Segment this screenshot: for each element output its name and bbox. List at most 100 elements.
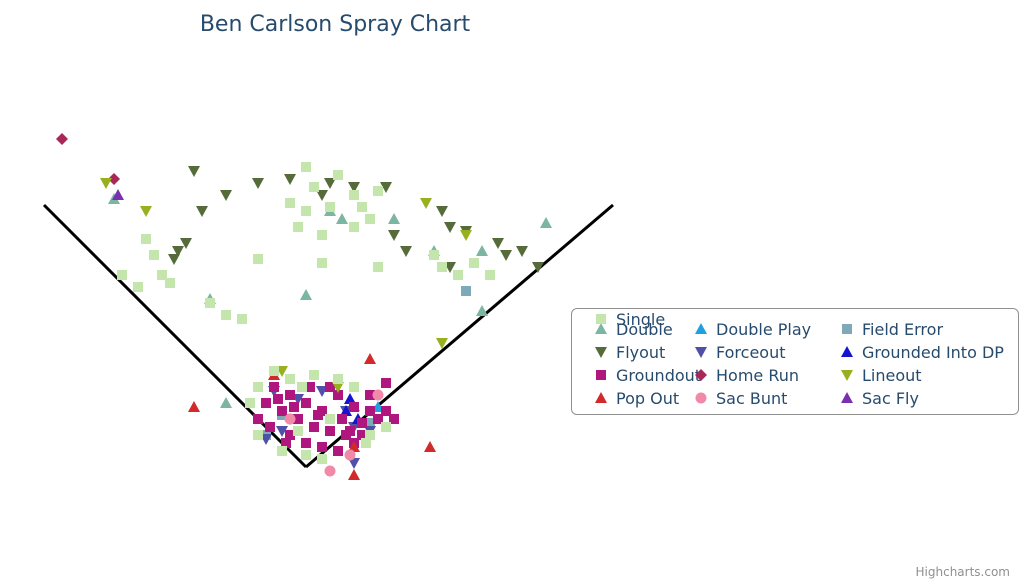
point-single[interactable] xyxy=(325,202,335,212)
point-single[interactable] xyxy=(333,170,343,180)
point-groundout[interactable] xyxy=(317,442,327,452)
point-single[interactable] xyxy=(365,214,375,224)
point-single[interactable] xyxy=(429,250,439,260)
point-single[interactable] xyxy=(317,258,327,268)
point-groundout[interactable] xyxy=(273,394,283,404)
point-double[interactable] xyxy=(336,213,348,224)
point-single[interactable] xyxy=(301,450,311,460)
point-groundout[interactable] xyxy=(281,438,291,448)
point-groundout[interactable] xyxy=(277,406,287,416)
point-flyout[interactable] xyxy=(516,246,528,257)
point-flyout[interactable] xyxy=(168,254,180,265)
point-groundout[interactable] xyxy=(305,382,315,392)
point-single[interactable] xyxy=(381,422,391,432)
point-flyout[interactable] xyxy=(400,246,412,257)
point-pop-out[interactable] xyxy=(424,441,436,452)
point-single[interactable] xyxy=(309,182,319,192)
point-single[interactable] xyxy=(357,202,367,212)
point-flyout[interactable] xyxy=(188,166,200,177)
point-single[interactable] xyxy=(149,250,159,260)
point-sac-bunt[interactable] xyxy=(372,389,384,401)
point-groundout[interactable] xyxy=(301,438,311,448)
point-sac-fly[interactable] xyxy=(112,189,124,200)
point-double[interactable] xyxy=(220,397,232,408)
legend-item-field-error[interactable]: Field Error xyxy=(840,319,943,339)
point-double[interactable] xyxy=(300,289,312,300)
point-single[interactable] xyxy=(245,398,255,408)
legend-item-double-play[interactable]: Double Play xyxy=(694,319,811,339)
point-forceout[interactable] xyxy=(276,426,288,437)
point-single[interactable] xyxy=(317,454,327,464)
point-single[interactable] xyxy=(205,298,215,308)
point-single[interactable] xyxy=(485,270,495,280)
point-groundout[interactable] xyxy=(381,378,391,388)
point-groundout[interactable] xyxy=(373,414,383,424)
legend-item-forceout[interactable]: Forceout xyxy=(694,342,786,362)
point-pop-out[interactable] xyxy=(188,401,200,412)
point-grounded-into-dp[interactable] xyxy=(340,405,352,416)
point-lineout[interactable] xyxy=(436,338,448,349)
point-double[interactable] xyxy=(476,245,488,256)
point-home-run[interactable] xyxy=(56,133,68,145)
point-single[interactable] xyxy=(269,366,279,376)
point-lineout[interactable] xyxy=(100,178,112,189)
legend-item-grounded-into-dp[interactable]: Grounded Into DP xyxy=(840,342,1004,362)
point-flyout[interactable] xyxy=(324,178,336,189)
point-single[interactable] xyxy=(373,262,383,272)
point-single[interactable] xyxy=(117,270,127,280)
point-double[interactable] xyxy=(540,217,552,228)
point-groundout[interactable] xyxy=(285,430,295,440)
point-single[interactable] xyxy=(349,222,359,232)
point-groundout[interactable] xyxy=(301,398,311,408)
point-groundout[interactable] xyxy=(285,390,295,400)
point-single[interactable] xyxy=(301,162,311,172)
point-single[interactable] xyxy=(469,258,479,268)
legend-item-flyout[interactable]: Flyout xyxy=(594,342,665,362)
credits-link[interactable]: Highcharts.com xyxy=(915,565,1010,579)
point-flyout[interactable] xyxy=(444,222,456,233)
point-groundout[interactable] xyxy=(337,414,347,424)
point-groundout[interactable] xyxy=(261,398,271,408)
legend-item-pop-out[interactable]: Pop Out xyxy=(594,388,679,408)
legend-item-lineout[interactable]: Lineout xyxy=(840,365,922,385)
point-pop-out[interactable] xyxy=(348,441,360,452)
point-single[interactable] xyxy=(317,230,327,240)
point-groundout[interactable] xyxy=(333,390,343,400)
point-grounded-into-dp[interactable] xyxy=(344,393,356,404)
point-flyout[interactable] xyxy=(316,190,328,201)
point-single[interactable] xyxy=(293,426,303,436)
point-single[interactable] xyxy=(133,282,143,292)
point-groundout[interactable] xyxy=(389,414,399,424)
point-flyout[interactable] xyxy=(500,250,512,261)
point-pop-out[interactable] xyxy=(348,469,360,480)
point-single[interactable] xyxy=(285,198,295,208)
point-single[interactable] xyxy=(293,222,303,232)
point-sac-bunt[interactable] xyxy=(344,449,356,461)
point-lineout[interactable] xyxy=(420,198,432,209)
point-single[interactable] xyxy=(277,446,287,456)
point-flyout[interactable] xyxy=(532,262,544,273)
point-groundout[interactable] xyxy=(293,414,303,424)
point-single[interactable] xyxy=(349,190,359,200)
point-flyout[interactable] xyxy=(196,206,208,217)
point-flyout[interactable] xyxy=(348,182,360,193)
point-single[interactable] xyxy=(437,262,447,272)
point-single[interactable] xyxy=(253,430,263,440)
point-single[interactable] xyxy=(253,254,263,264)
point-groundout[interactable] xyxy=(357,430,367,440)
point-single[interactable] xyxy=(297,382,307,392)
point-single[interactable] xyxy=(349,382,359,392)
point-groundout[interactable] xyxy=(265,422,275,432)
point-groundout[interactable] xyxy=(309,422,319,432)
point-double[interactable] xyxy=(388,213,400,224)
point-lineout[interactable] xyxy=(332,382,344,393)
legend-item-double[interactable]: Double xyxy=(594,319,673,339)
point-pop-out[interactable] xyxy=(364,353,376,364)
point-field-error[interactable] xyxy=(461,286,471,296)
point-lineout[interactable] xyxy=(460,230,472,241)
point-single[interactable] xyxy=(325,414,335,424)
point-groundout[interactable] xyxy=(325,382,335,392)
point-single[interactable] xyxy=(237,314,247,324)
point-flyout[interactable] xyxy=(220,190,232,201)
point-single[interactable] xyxy=(253,382,263,392)
